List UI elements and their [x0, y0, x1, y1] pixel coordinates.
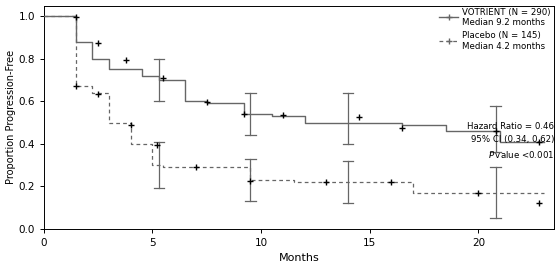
Y-axis label: Proportion Progression-Free: Proportion Progression-Free: [6, 50, 16, 184]
Legend: VOTRIENT (N = 290)
Median 9.2 months, Placebo (N = 145)
Median 4.2 months: VOTRIENT (N = 290) Median 9.2 months, Pl…: [439, 8, 550, 51]
X-axis label: Months: Months: [279, 253, 320, 263]
Text: Hazard Ratio = 0.46
95% CI (0.34, 0.62)
$\it{P}$ value <0.001: Hazard Ratio = 0.46 95% CI (0.34, 0.62) …: [468, 122, 554, 160]
